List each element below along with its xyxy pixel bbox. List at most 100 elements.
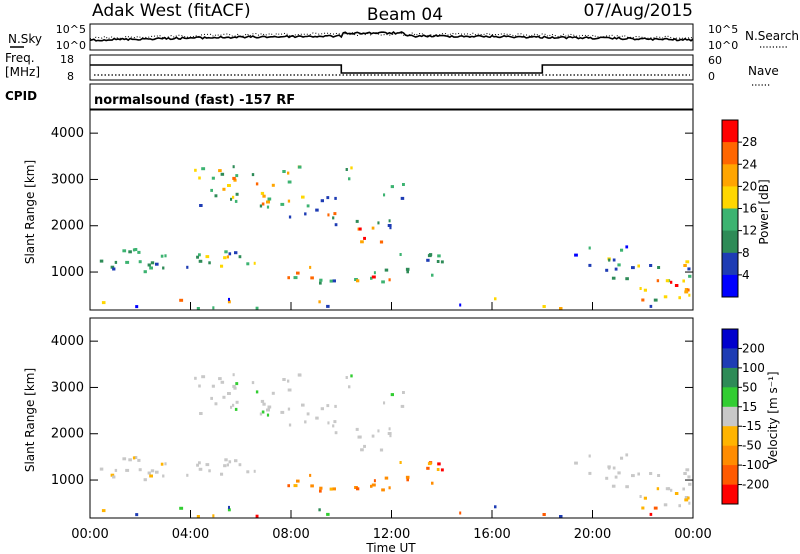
velocity-cell-113 (356, 487, 360, 491)
power-cell-116 (373, 271, 376, 275)
velocity-cell-115 (388, 486, 391, 490)
velocity-cell-27 (196, 463, 199, 467)
power-cell-107 (332, 279, 336, 283)
power-cell-169 (179, 298, 184, 302)
power-cell-114 (370, 276, 373, 280)
date-label: 07/Aug/2015 (583, 1, 693, 21)
power-cell-77 (315, 208, 319, 212)
xtick-label-1: 04:00 (172, 527, 209, 542)
power-cell-171 (101, 301, 106, 305)
power-cell-167 (212, 306, 215, 310)
power-colorbar-label: Power [dB] (757, 179, 771, 244)
velocity-cell-9 (164, 462, 167, 466)
velocity-cell-141 (625, 485, 629, 489)
power-cell-111 (406, 270, 409, 274)
velocity-cell-26 (234, 459, 238, 463)
velocity-cell-150 (670, 488, 673, 492)
power-cell-118 (371, 275, 376, 279)
time-axis: 00:00 04:00 08:00 12:00 16:00 20:00 00:00 (71, 302, 712, 542)
power-cell-5 (122, 249, 127, 253)
velocity-colorbar-label: Velocity [m s⁻¹] (766, 371, 780, 464)
power-cell-57 (222, 187, 226, 191)
velocity-ylabel: Slant Range [km] (23, 368, 37, 472)
power-cell-115 (388, 278, 391, 282)
vel-cbar-label-2: 50 (742, 380, 757, 394)
velocity-cell-7 (134, 456, 138, 459)
power-cell-80 (389, 226, 392, 230)
velocity-cell-102 (309, 473, 312, 477)
velocity-cell-67 (287, 407, 291, 411)
power-cell-94 (400, 196, 405, 200)
power-cell-70 (327, 213, 330, 217)
velocity-cell-155 (639, 495, 642, 498)
velocity-cell-83 (377, 429, 380, 433)
power-cell-65 (287, 171, 290, 175)
vel-cbar-label-6: -100 (742, 458, 769, 472)
power-cell-141 (625, 277, 629, 281)
velocity-cell-84 (371, 434, 375, 438)
power-cell-67 (287, 199, 291, 203)
vel-cbar-label-3: 15 (742, 400, 757, 414)
velocity-cell-142 (614, 475, 618, 479)
power-cell-95 (383, 193, 386, 197)
power-cell-145 (657, 266, 661, 269)
nsearch-tick-top: 10^5 (708, 23, 738, 36)
velocity-cell-82 (355, 427, 359, 431)
power-cell-45 (235, 174, 239, 178)
velocity-cell-168 (653, 506, 658, 510)
velocity-heatmap (99, 373, 692, 518)
power-cell-44 (194, 168, 197, 172)
power-cell-84 (371, 226, 375, 230)
power-cell-3 (110, 265, 115, 269)
velocity-cell-172 (649, 512, 653, 516)
noise-sky-line (89, 31, 694, 42)
power-cell-178 (228, 297, 230, 301)
velocity-cell-1 (149, 474, 153, 478)
velocity-plot-frame (89, 317, 694, 519)
power-cell-129 (617, 263, 621, 267)
power-cell-76 (301, 195, 305, 199)
power-cell-43 (232, 165, 235, 169)
velocity-cell-81 (387, 432, 392, 435)
xtick-label-5: 20:00 (574, 527, 611, 542)
ytick-label-0-0: 1000 (51, 265, 84, 280)
xtick-label-2: 08:00 (272, 527, 309, 542)
velocity-cell-25 (223, 464, 227, 468)
power-cbar-label-4: 20 (742, 179, 757, 193)
power-cell-105 (287, 276, 290, 280)
power-cell-69 (297, 165, 302, 169)
vel-cbar-swatch-1 (722, 348, 738, 369)
velocity-cell-2 (155, 470, 159, 474)
power-cell-21 (198, 259, 203, 263)
velocity-cell-159 (678, 504, 681, 508)
vel-cbar-swatch-8 (722, 484, 738, 505)
velocity-cell-22 (198, 461, 201, 465)
velocity-cell-28 (208, 469, 211, 473)
velocity-cell-92 (348, 385, 351, 389)
vel-cbar-label-5: -50 (742, 439, 762, 453)
power-cell-176 (542, 305, 546, 308)
velocity-cell-116 (373, 479, 376, 483)
velocity-cell-0 (147, 471, 151, 475)
power-cell-175 (196, 307, 200, 310)
velocity-cell-129 (617, 471, 621, 475)
velocity-cell-138 (685, 468, 690, 472)
power-cell-13 (114, 260, 118, 264)
power-cbar-swatch-1 (722, 142, 738, 165)
power-cell-32 (186, 265, 189, 269)
power-cell-79 (332, 216, 335, 220)
velocity-cell-133 (625, 453, 629, 457)
velocity-cell-147 (687, 475, 691, 479)
velocity-cell-61 (282, 378, 286, 381)
velocity-cell-63 (266, 408, 270, 412)
power-plot-frame (89, 109, 694, 311)
velocity-cell-157 (641, 506, 645, 510)
freq-label-2: [MHz] (5, 65, 40, 79)
nsky-tick-bottom: 10^0 (56, 39, 86, 52)
power-cell-26 (234, 251, 238, 255)
velocity-cell-103 (310, 484, 314, 488)
velocity-cell-54 (251, 381, 255, 385)
velocity-cell-42 (230, 405, 233, 409)
xtick-label-4: 16:00 (473, 527, 510, 542)
velocity-cell-132 (620, 456, 624, 460)
